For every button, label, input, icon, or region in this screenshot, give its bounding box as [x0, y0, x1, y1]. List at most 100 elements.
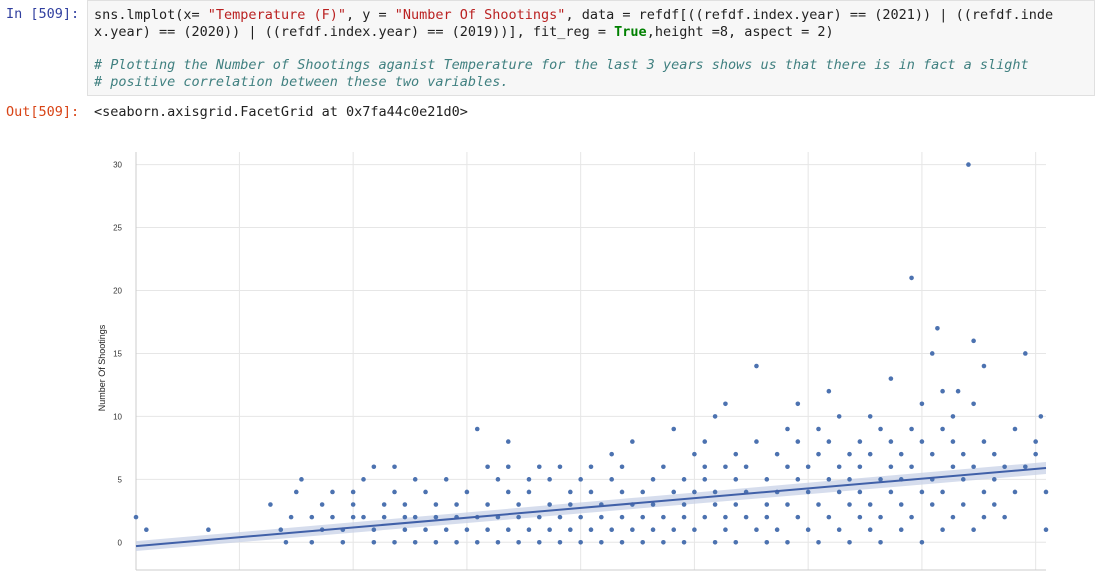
data-point	[940, 527, 945, 533]
data-point	[909, 426, 914, 432]
data-point	[526, 489, 532, 495]
data-point	[630, 439, 635, 444]
data-point	[526, 477, 532, 482]
y-tick-label: 20	[113, 286, 122, 295]
data-point	[402, 502, 408, 507]
data-point	[754, 527, 759, 533]
data-point	[309, 514, 315, 520]
data-point	[288, 514, 294, 520]
data-point	[702, 464, 708, 470]
data-point	[671, 489, 677, 495]
data-point	[867, 527, 873, 533]
data-point	[516, 540, 521, 545]
data-point	[764, 540, 770, 545]
data-point	[836, 527, 842, 533]
data-point	[671, 527, 677, 533]
data-point	[692, 489, 697, 495]
data-point	[474, 540, 480, 545]
data-point	[330, 489, 335, 495]
data-point	[950, 514, 956, 520]
data-point	[878, 477, 883, 482]
data-point	[402, 527, 408, 533]
data-point	[712, 414, 718, 419]
data-point	[681, 540, 687, 545]
data-point	[785, 502, 790, 507]
data-point	[795, 401, 801, 407]
data-point	[454, 502, 459, 507]
data-point	[505, 464, 511, 470]
data-point	[609, 477, 614, 482]
data-point	[536, 540, 542, 545]
data-point	[661, 540, 666, 545]
data-point	[991, 502, 997, 507]
data-point	[971, 338, 976, 344]
data-point	[557, 464, 563, 470]
data-point	[361, 477, 366, 482]
data-point	[505, 527, 511, 533]
data-point	[867, 502, 873, 507]
data-point	[692, 451, 697, 457]
data-point	[723, 514, 728, 520]
data-point	[857, 489, 863, 495]
comment-line: # positive correlation between these two…	[94, 74, 509, 90]
data-point	[723, 527, 728, 533]
y-tick-label: 30	[113, 161, 122, 170]
data-point	[909, 464, 914, 470]
data-point	[909, 514, 914, 520]
data-point	[392, 464, 397, 470]
data-point	[981, 514, 987, 520]
y-tick-label: 25	[113, 224, 122, 233]
data-point	[929, 502, 935, 507]
data-point	[847, 451, 852, 457]
data-point	[857, 439, 863, 444]
data-point	[505, 439, 511, 444]
code-token: x.year) == (2020)) | ((refdf.index.year)…	[94, 24, 615, 40]
data-point	[960, 477, 966, 482]
data-point	[712, 502, 718, 507]
code-input-area[interactable]: sns.lmplot(x= "Temperature (F)", y = "Nu…	[87, 0, 1095, 96]
data-point	[733, 502, 739, 507]
scatter-plot: 0 5 10 15 20 25 30 Number Of Shootings	[97, 152, 1049, 571]
data-point	[991, 477, 997, 482]
data-point	[557, 514, 563, 520]
data-point	[206, 527, 211, 533]
data-point	[940, 426, 945, 432]
data-point	[133, 514, 139, 520]
data-point	[888, 464, 894, 470]
data-point	[619, 514, 625, 520]
data-points	[133, 162, 1049, 545]
data-point	[330, 514, 335, 520]
data-point	[650, 527, 656, 533]
data-point	[847, 502, 852, 507]
data-point	[733, 451, 739, 457]
data-point	[888, 439, 894, 444]
data-point	[293, 489, 299, 495]
data-point	[805, 527, 811, 533]
data-point	[888, 376, 894, 381]
axes: 0 5 10 15 20 25 30	[113, 152, 1046, 571]
data-point	[826, 477, 832, 482]
data-point	[350, 514, 356, 520]
data-point	[847, 540, 852, 545]
data-point	[495, 477, 501, 482]
data-point	[283, 540, 289, 545]
data-point	[898, 451, 904, 457]
data-point	[640, 540, 646, 545]
data-point	[412, 540, 418, 545]
input-prompt: In [509]:	[6, 6, 80, 22]
data-point	[702, 514, 708, 520]
code-token: , data = refdf[((refdf.index.year) == (2…	[565, 7, 1054, 23]
data-point	[836, 464, 842, 470]
data-point	[805, 489, 811, 495]
data-point	[423, 527, 428, 533]
data-point	[619, 489, 625, 495]
data-point	[723, 464, 728, 470]
data-point	[588, 489, 594, 495]
data-point	[640, 514, 646, 520]
data-point	[681, 477, 687, 482]
data-point	[955, 388, 961, 394]
data-point	[981, 439, 987, 444]
data-point	[433, 514, 439, 520]
data-point	[805, 464, 811, 470]
data-point	[733, 540, 739, 545]
